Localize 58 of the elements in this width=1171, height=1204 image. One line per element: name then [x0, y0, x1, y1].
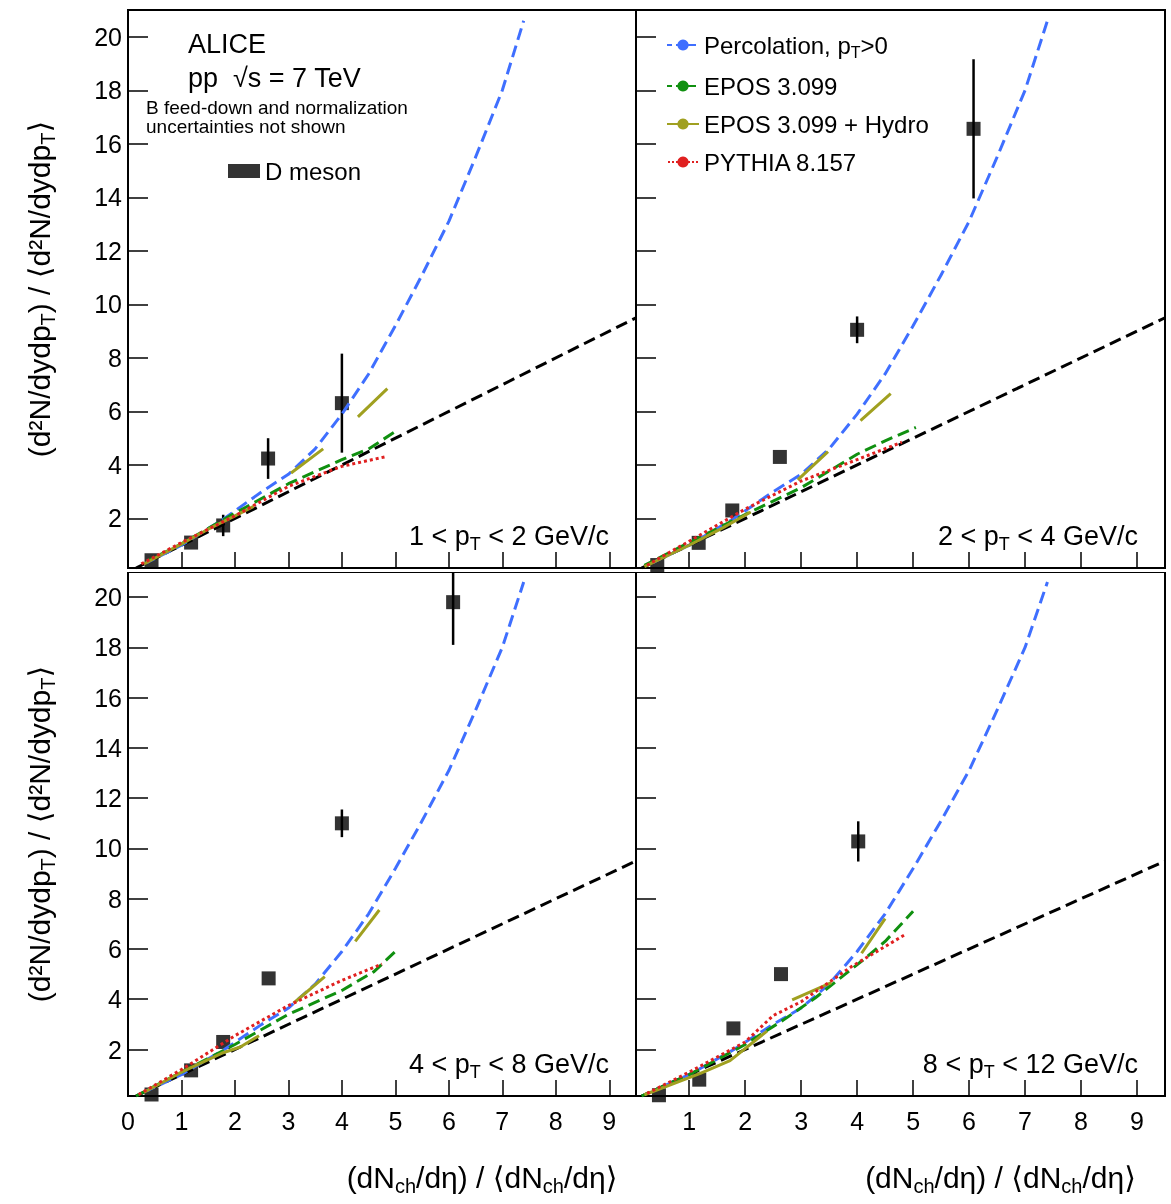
- x-tick-label: 7: [495, 1106, 510, 1135]
- x-tick-label: 2: [738, 1106, 753, 1135]
- point: [851, 834, 866, 849]
- y-tick-label: 12: [94, 784, 122, 813]
- y-tick-label: 14: [94, 733, 123, 762]
- point: [726, 1021, 741, 1036]
- annotation: pp √s = 7 TeV: [188, 62, 361, 93]
- y-tick-label: 2: [108, 504, 122, 533]
- y-axis-title: (d²N/dydpT) / ⟨d²N/dydpT⟩: [22, 665, 59, 1003]
- y-tick-label: 4: [108, 985, 123, 1014]
- x-tick-label: 1: [682, 1106, 697, 1135]
- legend-label: D meson: [265, 157, 362, 185]
- x-tick-label: 9: [602, 1106, 617, 1135]
- y-tick-label: 14: [94, 183, 123, 212]
- point: [772, 449, 787, 464]
- x-tick-label: 8: [548, 1106, 563, 1135]
- x-tick-label: 6: [441, 1106, 456, 1135]
- point: [773, 967, 788, 982]
- x-tick-label: 4: [850, 1106, 865, 1135]
- y-tick-label: 12: [94, 236, 122, 265]
- y-tick-label: 10: [94, 834, 122, 863]
- annotation: B feed-down and normalization uncertainties not shown: [146, 97, 408, 137]
- y-tick-label: 4: [108, 450, 123, 479]
- y-tick-label: 18: [94, 633, 122, 662]
- point: [261, 451, 276, 466]
- x-tick-label: 1: [174, 1106, 189, 1135]
- y-tick-label: 16: [94, 129, 122, 158]
- legend-label: EPOS 3.099 + Hydro: [704, 110, 929, 138]
- point: [850, 322, 865, 337]
- y-tick-label: 2: [108, 1035, 122, 1064]
- x-tick-label: 3: [281, 1106, 296, 1135]
- x-tick-label: 5: [906, 1106, 921, 1135]
- x-tick-label: 0: [121, 1106, 135, 1135]
- y-tick-label: 16: [94, 683, 122, 712]
- point: [966, 121, 981, 136]
- x-tick-label: 7: [1018, 1106, 1033, 1135]
- legend-label: EPOS 3.099: [704, 72, 838, 100]
- x-tick-label: 5: [388, 1106, 403, 1135]
- x-tick-label: 8: [1074, 1106, 1088, 1135]
- legend-label: PYTHIA 8.157: [704, 148, 857, 176]
- y-axis-title: (d²N/dydpT) / ⟨d²N/dydpT⟩: [22, 120, 59, 458]
- x-tick-label: 3: [794, 1106, 809, 1135]
- y-tick-label: 20: [94, 22, 122, 51]
- x-tick-label: 6: [962, 1106, 977, 1135]
- y-tick-label: 6: [108, 934, 122, 963]
- y-tick-label: 8: [108, 343, 122, 372]
- x-tick-label: 2: [227, 1106, 242, 1135]
- y-tick-label: 8: [108, 884, 122, 913]
- x-tick-label: 4: [334, 1106, 349, 1135]
- point: [446, 595, 461, 610]
- point: [334, 816, 349, 831]
- annotation: ALICE: [188, 28, 267, 59]
- y-tick-label: 20: [94, 583, 122, 612]
- y-tick-label: 18: [94, 76, 122, 105]
- point: [261, 971, 276, 986]
- x-tick-label: 9: [1130, 1106, 1144, 1135]
- y-tick-label: 6: [108, 397, 122, 426]
- y-tick-label: 10: [94, 290, 122, 319]
